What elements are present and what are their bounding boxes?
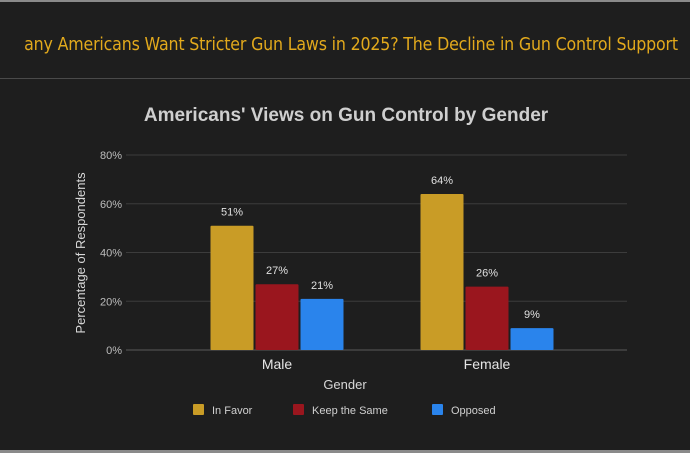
y-tick-label: 80%: [100, 150, 122, 162]
data-label: 21%: [311, 280, 333, 292]
bar: [300, 298, 344, 350]
bar: [210, 225, 254, 350]
bar: [420, 194, 464, 350]
y-axis-label: Percentage of Respondents: [73, 172, 88, 334]
chart-title: Americans' Views on Gun Control by Gende…: [144, 105, 549, 126]
y-tick-label: 60%: [100, 199, 122, 211]
legend-swatch: [432, 404, 443, 415]
bar: [465, 286, 509, 350]
data-label: 9%: [524, 309, 540, 321]
bar: [510, 328, 554, 350]
page-title: any Americans Want Stricter Gun Laws in …: [24, 34, 678, 55]
data-label: 26%: [476, 268, 498, 280]
page-header: any Americans Want Stricter Gun Laws in …: [0, 30, 690, 62]
legend-label: Opposed: [451, 405, 496, 417]
top-border: [0, 0, 690, 2]
data-label: 27%: [266, 265, 288, 277]
x-tick-label: Female: [464, 356, 511, 372]
x-tick-label: Male: [262, 356, 293, 372]
y-tick-label: 40%: [100, 248, 122, 260]
bar: [255, 284, 299, 350]
divider: [0, 78, 690, 79]
legend-swatch: [293, 404, 304, 415]
x-axis-label: Gender: [323, 377, 367, 392]
legend-label: In Favor: [212, 405, 253, 417]
data-label: 51%: [221, 207, 243, 219]
data-label: 64%: [431, 175, 453, 187]
y-tick-label: 0%: [106, 345, 122, 357]
bottom-border: [0, 450, 690, 453]
legend-swatch: [193, 404, 204, 415]
legend-label: Keep the Same: [312, 405, 388, 417]
y-tick-label: 20%: [100, 296, 122, 308]
